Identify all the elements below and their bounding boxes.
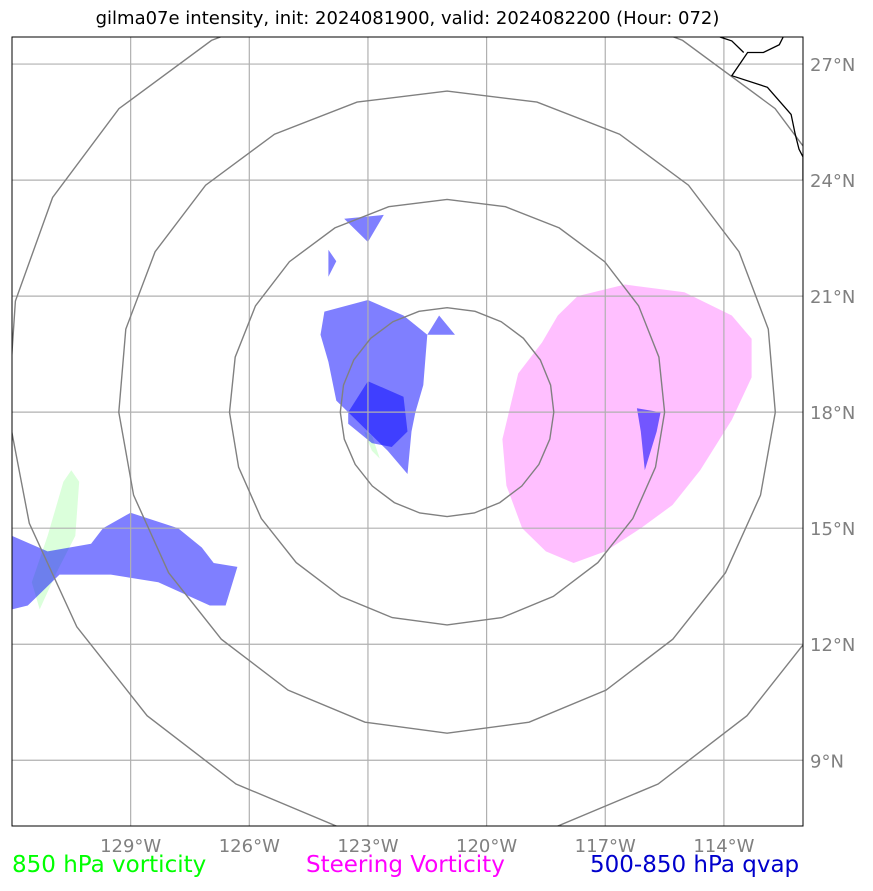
lat-tick-label: 9°N [810, 751, 844, 772]
range-rings [12, 37, 803, 826]
map-title: gilma07e intensity, init: 2024081900, va… [95, 8, 720, 29]
qvap-contour [344, 214, 384, 242]
range-ring [12, 37, 803, 826]
qvap-contour [328, 249, 337, 277]
lon-tick-label: 129°W [100, 836, 161, 857]
lon-tick-label: 114°W [693, 836, 754, 857]
steering-vorticity-contour [502, 284, 752, 563]
range-ring [339, 306, 555, 518]
qvap-contour [348, 381, 408, 447]
range-ring [228, 198, 666, 626]
lon-tick-label: 123°W [337, 836, 398, 857]
qvap-contour [12, 512, 238, 610]
qvap-contour [636, 408, 661, 471]
legend-qvap: 500-850 hPa qvap [590, 852, 800, 878]
map-tick-labels: 129°W 126°W 123°W 120°W 117°W 114°W 27°N 24°N 21… [100, 55, 855, 857]
qvap-contour [427, 315, 455, 335]
lon-tick-label: 117°W [575, 836, 636, 857]
range-ring [118, 90, 776, 734]
coastline-segment [719, 37, 745, 53]
lat-tick-label: 24°N [810, 171, 855, 192]
coastline [719, 37, 803, 181]
lat-tick-label: 27°N [810, 55, 855, 76]
legend-vort850: 850 hPa vorticity [12, 852, 207, 878]
lat-tick-label: 12°N [810, 635, 855, 656]
coastline-segment [730, 37, 803, 181]
lon-tick-label: 120°W [456, 836, 517, 857]
map-fields [12, 214, 752, 610]
legend-steering: Steering Vorticity [306, 852, 505, 878]
lon-tick-label: 126°W [219, 836, 280, 857]
map-frame [11, 36, 804, 827]
lat-tick-label: 18°N [810, 403, 855, 424]
lat-tick-label: 15°N [810, 519, 855, 540]
lat-tick-label: 21°N [810, 287, 855, 308]
